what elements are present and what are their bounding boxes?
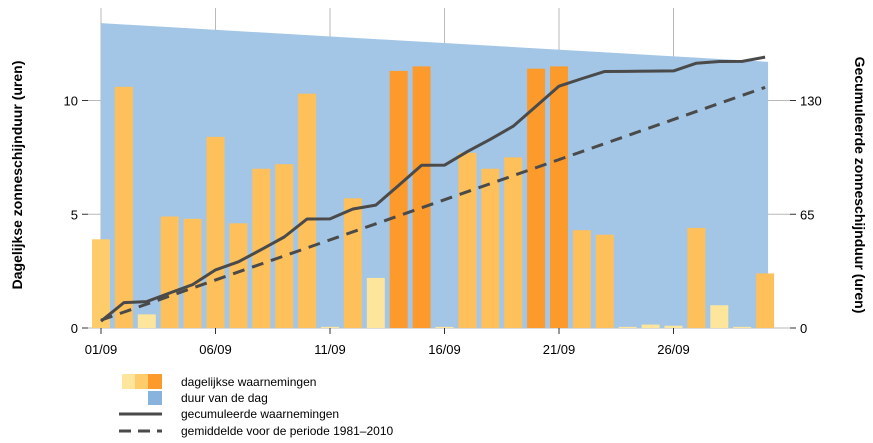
bar-day-28 (710, 305, 729, 328)
y-right-tick-label-2: 130 (800, 94, 822, 109)
bars-layer (92, 66, 775, 329)
x-tick-label-0: 01/09 (85, 342, 118, 357)
bar-day-27 (687, 227, 706, 328)
bar-day-21 (550, 66, 568, 328)
bar-day-14 (389, 70, 408, 329)
legend-item-average: gemiddelde voor de periode 1981–2010 (119, 424, 393, 438)
legend: dagelijkse waarnemingen duur van de dag … (119, 374, 393, 438)
bar-day-20 (527, 68, 546, 329)
legend-swatch-daily-2 (135, 374, 148, 389)
bar-day-23 (595, 234, 614, 328)
bar-day-11 (321, 326, 339, 328)
bar-day-12 (343, 198, 362, 328)
bar-day-26 (664, 325, 683, 328)
cumulative-line (100, 55, 766, 323)
axes: 0 5 10 0 65 130 01/09 06/09 11/09 16/09 21/09 26/09 (64, 94, 822, 358)
bar-day-17 (458, 152, 477, 328)
bar-day-10 (298, 93, 317, 328)
legend-label-daylength: duur van de dag (181, 391, 268, 405)
legend-item-daily: dagelijkse waarnemingen (122, 374, 316, 389)
legend-swatch-daylength (148, 391, 162, 405)
bar-day-2 (114, 86, 133, 328)
legend-label-average: gemiddelde voor de periode 1981–2010 (181, 424, 393, 438)
y-right-tick-label-1: 65 (800, 207, 814, 222)
x-tick-label-2: 11/09 (314, 342, 346, 357)
bar-day-13 (366, 277, 385, 328)
legend-item-daylength: duur van de dag (148, 391, 268, 405)
x-tick-label-4: 21/09 (543, 342, 576, 357)
legend-label-cumulative: gecumuleerde waarnemingen (181, 407, 339, 421)
y-left-tick-label-0: 0 (71, 321, 78, 336)
average-line (100, 85, 766, 322)
bar-day-9 (275, 164, 294, 328)
y-right-tick-label-0: 0 (800, 321, 807, 336)
left-axis-title: Dagelijkse zonneschijnduur (uren) (9, 61, 25, 290)
bar-day-15 (412, 66, 431, 328)
legend-swatch-daily-1 (122, 374, 135, 389)
bar-day-7 (229, 223, 248, 328)
y-left-tick-label-2: 10 (64, 94, 78, 109)
legend-label-daily: dagelijkse waarnemingen (181, 375, 316, 389)
legend-swatch-daily-3 (148, 374, 162, 389)
lines-layer (100, 55, 766, 323)
bar-day-16 (435, 326, 454, 328)
x-tick-label-5: 26/09 (657, 342, 690, 357)
bar-day-30 (756, 273, 775, 328)
x-tick-label-3: 16/09 (428, 342, 461, 357)
right-axis-title: Gecumuleerde zonneschijnduur (uren) (852, 57, 868, 314)
bar-day-19 (504, 157, 523, 328)
bar-day-29 (733, 326, 752, 328)
legend-item-cumulative: gecumuleerde waarnemingen (119, 407, 339, 421)
y-left-tick-label-1: 5 (71, 207, 78, 222)
bar-day-5 (183, 218, 202, 328)
bar-day-25 (641, 324, 660, 328)
x-tick-label-1: 06/09 (199, 342, 232, 357)
bar-day-22 (572, 230, 591, 328)
bar-day-18 (481, 168, 500, 328)
bar-day-24 (618, 326, 637, 328)
bar-day-3 (137, 314, 156, 328)
bar-day-6 (206, 136, 225, 328)
bar-day-1 (92, 239, 110, 328)
bar-day-4 (160, 216, 179, 328)
